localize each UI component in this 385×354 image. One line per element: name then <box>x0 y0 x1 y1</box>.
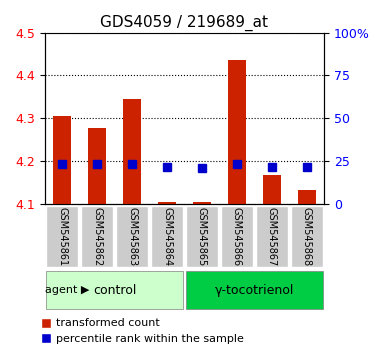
FancyBboxPatch shape <box>81 206 113 267</box>
Text: GSM545864: GSM545864 <box>162 207 172 266</box>
Bar <box>158 202 176 204</box>
FancyBboxPatch shape <box>186 271 323 309</box>
Text: GSM545863: GSM545863 <box>127 207 137 266</box>
Text: GSM545867: GSM545867 <box>267 207 277 266</box>
FancyBboxPatch shape <box>116 206 148 267</box>
FancyBboxPatch shape <box>221 206 253 267</box>
Bar <box>193 202 211 204</box>
Bar <box>123 99 141 204</box>
Text: agent ▶: agent ▶ <box>45 285 90 295</box>
Bar <box>298 190 316 204</box>
Text: GSM545862: GSM545862 <box>92 207 102 266</box>
Text: γ-tocotrienol: γ-tocotrienol <box>215 284 294 297</box>
Text: GSM545866: GSM545866 <box>232 207 242 266</box>
Text: control: control <box>93 284 136 297</box>
Bar <box>54 116 71 204</box>
FancyBboxPatch shape <box>186 206 218 267</box>
FancyBboxPatch shape <box>291 206 323 267</box>
Title: GDS4059 / 219689_at: GDS4059 / 219689_at <box>100 15 268 31</box>
Text: GSM545865: GSM545865 <box>197 207 207 266</box>
Text: GSM545868: GSM545868 <box>302 207 312 266</box>
FancyBboxPatch shape <box>256 206 288 267</box>
FancyBboxPatch shape <box>46 206 78 267</box>
FancyBboxPatch shape <box>46 271 183 309</box>
Text: GSM545861: GSM545861 <box>57 207 67 266</box>
FancyBboxPatch shape <box>151 206 183 267</box>
Legend: transformed count, percentile rank within the sample: transformed count, percentile rank withi… <box>36 314 249 348</box>
Bar <box>263 175 281 204</box>
Bar <box>88 128 106 204</box>
Bar <box>228 61 246 204</box>
